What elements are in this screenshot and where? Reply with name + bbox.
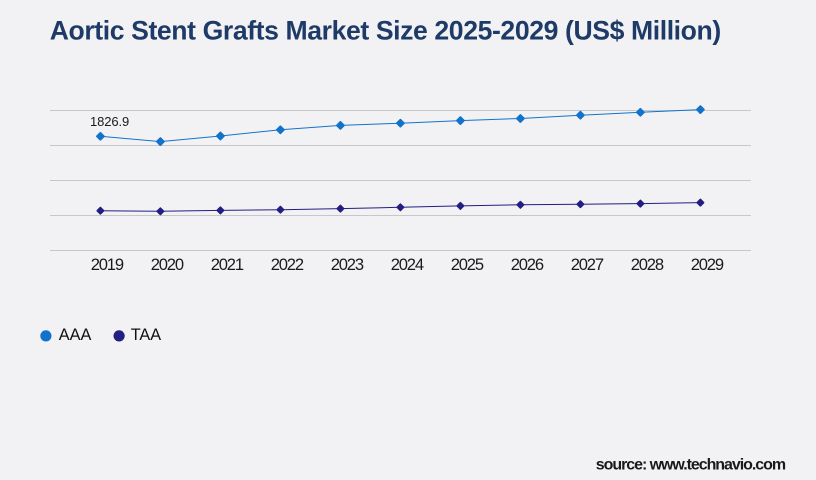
svg-text:2022: 2022	[271, 255, 304, 274]
svg-text:2029: 2029	[691, 255, 724, 274]
svg-text:AAA: AAA	[59, 326, 92, 344]
svg-text:1826.9: 1826.9	[90, 114, 129, 129]
svg-text:2024: 2024	[391, 255, 424, 274]
svg-text:2025: 2025	[451, 255, 484, 274]
svg-text:2026: 2026	[511, 255, 544, 274]
svg-text:2027: 2027	[571, 255, 604, 274]
svg-text:TAA: TAA	[131, 326, 162, 344]
svg-text:Aortic Stent Grafts Market Siz: Aortic Stent Grafts Market Size 2025-202…	[50, 16, 721, 46]
svg-text:source: www.technavio.com: source: www.technavio.com	[596, 457, 786, 474]
svg-text:2023: 2023	[331, 255, 364, 274]
svg-text:2021: 2021	[211, 255, 244, 274]
svg-text:2019: 2019	[91, 255, 124, 274]
svg-text:2020: 2020	[151, 255, 184, 274]
svg-text:2028: 2028	[631, 255, 664, 274]
